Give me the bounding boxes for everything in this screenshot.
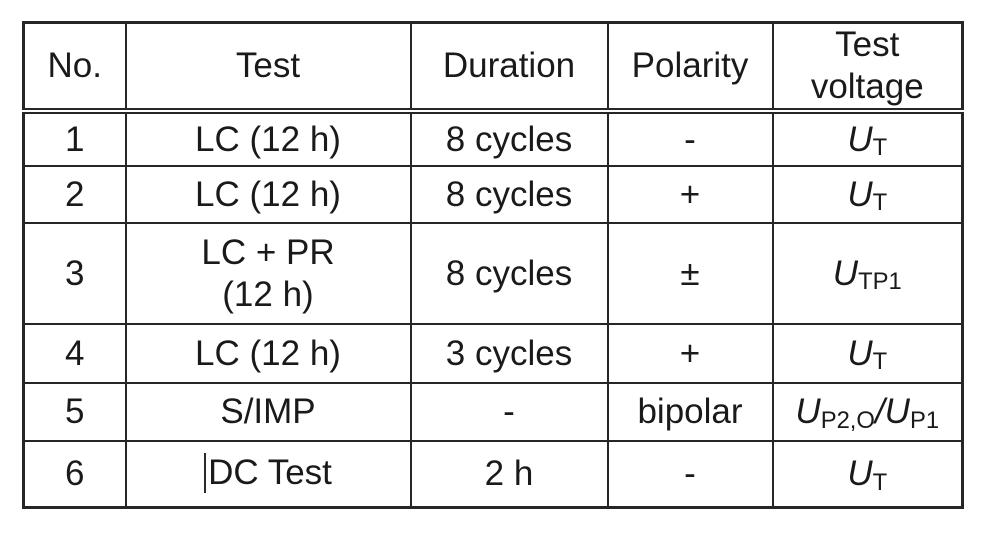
cell-polarity: ±: [606, 222, 774, 325]
col-header-test-voltage: Test voltage: [771, 21, 964, 114]
cell-duration: 8 cycles: [409, 222, 609, 325]
cell-duration: -: [409, 382, 609, 442]
col-header-no: No.: [22, 21, 127, 114]
cell-no: 3: [22, 222, 127, 325]
cell-no: 4: [22, 323, 127, 384]
cell-polarity: -: [606, 440, 774, 508]
header-row: No. Test Duration Polarity Test voltage: [22, 21, 964, 114]
cell-duration: 2 h: [409, 440, 609, 508]
table-row: 1 LC (12 h) 8 cycles - UT: [22, 110, 964, 167]
table-row: 2 LC (12 h) 8 cycles + UT: [22, 165, 964, 224]
cell-test-label: DC Test: [208, 453, 332, 493]
cell-no: 6: [22, 440, 127, 508]
col-header-duration: Duration: [409, 21, 609, 114]
cell-test-voltage: UP2,O/UP1: [771, 382, 964, 442]
col-header-polarity: Polarity: [606, 21, 774, 114]
test-program-table: No. Test Duration Polarity Test voltage …: [22, 21, 964, 509]
cell-test-voltage: UT: [771, 110, 964, 167]
cell-polarity: bipolar: [606, 382, 774, 442]
text-cursor: [204, 453, 207, 494]
cell-duration: 3 cycles: [409, 323, 609, 384]
voltage-symbol: UT: [847, 174, 888, 217]
table-row: 3 LC + PR (12 h) 8 cycles ± UTP1: [22, 222, 964, 325]
voltage-symbol: UT: [847, 119, 888, 162]
cell-test-voltage: UT: [771, 165, 964, 224]
cell-test: LC + PR (12 h): [124, 222, 412, 325]
col-header-test: Test: [124, 21, 412, 114]
cell-duration: 8 cycles: [409, 165, 609, 224]
voltage-symbol: UTP1: [832, 253, 902, 296]
cell-no: 2: [22, 165, 127, 224]
cell-test-voltage: UT: [771, 440, 964, 508]
table-row: 6 DC Test 2 h - UT: [22, 440, 964, 508]
voltage-symbol: UT: [847, 333, 888, 376]
voltage-symbol: UT: [847, 453, 888, 496]
cell-test-voltage: UT: [771, 323, 964, 384]
voltage-symbol: UP2,O: [795, 392, 875, 434]
cell-polarity: -: [606, 110, 774, 167]
cell-test-voltage: UTP1: [771, 222, 964, 325]
cell-test: LC (12 h): [124, 110, 412, 167]
voltage-separator: /: [874, 392, 885, 431]
cell-test: LC (12 h): [124, 165, 412, 224]
cell-test: S/IMP: [124, 382, 412, 442]
table-row: 4 LC (12 h) 3 cycles + UT: [22, 323, 964, 384]
cell-no: 5: [22, 382, 127, 442]
table-row: 5 S/IMP - bipolar UP2,O/UP1: [22, 382, 964, 442]
cell-test: LC (12 h): [124, 323, 412, 384]
cell-test[interactable]: DC Test: [124, 440, 412, 508]
cell-polarity: +: [606, 165, 774, 224]
cell-polarity: +: [606, 323, 774, 384]
cell-duration: 8 cycles: [409, 110, 609, 167]
voltage-symbol: UP1: [884, 392, 940, 434]
cell-no: 1: [22, 110, 127, 167]
